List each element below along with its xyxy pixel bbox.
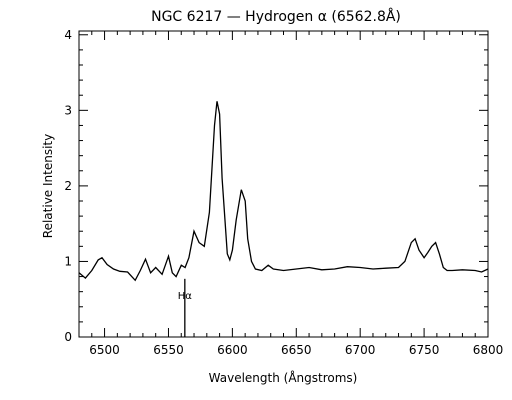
y-tick-label: 4 <box>64 28 72 42</box>
plot-frame <box>78 30 489 338</box>
series-line <box>78 101 489 282</box>
y-tick-label: 0 <box>64 330 72 344</box>
x-tick-label: 6600 <box>217 343 248 357</box>
x-axis-label: Wavelength (Ångstroms) <box>209 370 358 385</box>
y-tick-label: 3 <box>64 103 72 117</box>
x-tick-label: 6500 <box>89 343 120 357</box>
x-tick-label: 6800 <box>473 343 504 357</box>
y-axis-label: Relative Intensity <box>41 134 55 238</box>
y-tick-label: 2 <box>64 179 72 193</box>
y-tick-label: 1 <box>64 254 72 268</box>
x-tick-label: 6700 <box>345 343 376 357</box>
h-alpha-label: Hα <box>178 291 193 302</box>
x-tick-label: 6550 <box>153 343 184 357</box>
x-tick-label: 6750 <box>409 343 440 357</box>
x-tick-label: 6650 <box>281 343 312 357</box>
x-axis-ticks: 6500 6550 6600 6650 6700 6750 6800 <box>78 31 504 357</box>
chart-title: NGC 6217 — Hydrogen α (6562.8Å) <box>151 8 401 25</box>
y-axis-ticks: 0 1 2 3 4 <box>64 28 488 344</box>
